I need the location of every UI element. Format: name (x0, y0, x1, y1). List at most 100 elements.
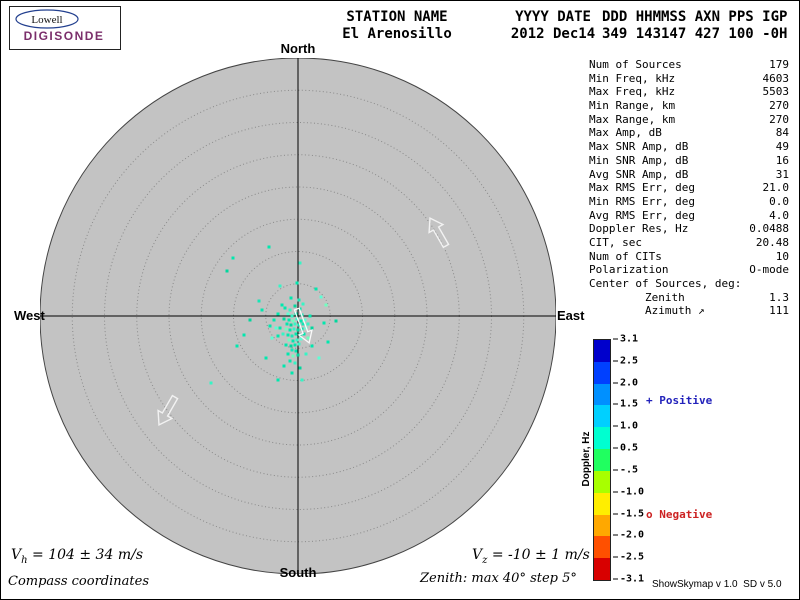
colorbar-segment (594, 383, 610, 406)
stat-label: Min SNR Amp, dB (589, 153, 689, 167)
tick-mark (613, 382, 618, 384)
colorbar-segment (594, 558, 610, 580)
source-point (296, 353, 300, 357)
source-point (286, 352, 290, 356)
stat-label: Polarization (589, 263, 669, 277)
stat-row: Num of Sources 179 (589, 58, 789, 72)
stat-row: CIT, sec 20.48 (589, 236, 789, 250)
stat-label: Max Amp, dB (589, 126, 662, 140)
stat-row: Max Freq, kHz 5503 (589, 85, 789, 99)
stat-label: Center of Sources, deg: (589, 277, 742, 290)
colorbar-segment (594, 361, 610, 384)
scatter-points (209, 245, 338, 385)
header-time-column: DDD HHMMSS AXN PPS IGP 349 143147 427 10… (602, 9, 796, 43)
stat-row: Polarization O-mode (589, 263, 789, 277)
source-point (310, 344, 314, 348)
source-point (301, 302, 305, 306)
colorbar-tick: -.5 (613, 464, 638, 475)
stat-value: 21.0 (762, 181, 790, 195)
stat-value: 0.0 (769, 194, 789, 208)
stat-label: Doppler Res, Hz (589, 222, 689, 236)
source-point (264, 356, 268, 360)
stat-row: Max SNR Amp, dB 49 (589, 140, 789, 154)
colorbar-tick: 1.0 (613, 421, 638, 432)
negative-label: Negative (659, 508, 713, 521)
stat-label: Num of CITs (589, 249, 662, 263)
logo-lowell-text: Lowell (31, 14, 62, 26)
source-point (294, 349, 298, 353)
header-station-value: El Arenosillo (342, 26, 452, 42)
tick-mark (613, 578, 618, 580)
doppler-colorbar: Doppler, Hz 3.1 2.5 2.0 1.5 1.0 0.5 -.5 -1.0 -1.… (577, 334, 649, 585)
colorbar-tick: -2.0 (613, 530, 644, 541)
stat-row: Avg SNR Amp, dB 31 (589, 168, 789, 182)
source-point (287, 318, 291, 322)
source-point (314, 287, 318, 291)
source-point (317, 356, 321, 360)
tick-label: -1.0 (620, 486, 645, 498)
logo-swoosh (15, 9, 79, 29)
stat-row: Num of CITs 10 (589, 250, 789, 264)
source-point (276, 334, 280, 338)
source-point (235, 344, 239, 348)
stat-row: Min Range, km 270 (589, 99, 789, 113)
tick-label: 0.5 (620, 442, 639, 454)
tick-label: 2.5 (620, 355, 639, 367)
tick-mark (613, 425, 618, 427)
stat-value: O-mode (749, 263, 789, 277)
colorbar-tick: -1.0 (613, 486, 644, 497)
tick-label: 3.1 (620, 333, 639, 345)
stat-value: 16 (775, 153, 789, 167)
stat-value: 111 (769, 304, 789, 318)
stat-row: Zenith 1.3 (589, 291, 789, 305)
logo-box: Lowell DIGISONDE (9, 6, 121, 50)
tick-mark (613, 513, 618, 515)
colorbar-tick: 3.1 (613, 334, 638, 345)
source-point (297, 342, 301, 346)
source-point (295, 338, 299, 342)
logo-digisonde-text: DIGISONDE (24, 29, 105, 43)
source-point (268, 324, 272, 328)
stat-label: Min Range, km (589, 99, 676, 113)
source-point (293, 304, 297, 308)
source-point (272, 318, 276, 322)
source-point (308, 314, 312, 318)
stat-label: Azimuth ↗ (645, 304, 705, 318)
source-point (286, 312, 290, 316)
colorbar-segment (594, 427, 610, 450)
west-label: West (14, 308, 45, 323)
source-point (296, 328, 300, 332)
source-point (278, 326, 282, 330)
source-point (257, 299, 261, 303)
south-label: South (279, 565, 317, 580)
stat-value: 4.0 (769, 208, 789, 222)
direction-arrow-ne (428, 217, 450, 249)
vh-letter: V (11, 547, 22, 563)
stat-label: Max Range, km (589, 112, 676, 126)
source-point (260, 308, 264, 312)
colorbar-segment (594, 536, 610, 559)
drift-arrow (293, 307, 313, 345)
circle-marker-icon: o (646, 508, 653, 521)
source-point (276, 378, 280, 382)
stat-row: Max Amp, dB 84 (589, 126, 789, 140)
source-point (280, 303, 284, 307)
source-point (289, 344, 293, 348)
positive-label: Positive (659, 394, 713, 407)
source-point (298, 366, 302, 370)
colorbar-tick: -3.1 (613, 574, 644, 585)
source-point (270, 336, 274, 340)
source-point (287, 338, 291, 342)
source-point (306, 336, 310, 340)
source-point (281, 332, 285, 336)
stat-label: Max SNR Amp, dB (589, 140, 689, 154)
colorbar-segment (594, 405, 610, 428)
source-point (278, 284, 282, 288)
source-point (286, 333, 290, 337)
stat-row: Min SNR Amp, dB 16 (589, 154, 789, 168)
source-point (322, 321, 326, 325)
vz-letter: V (472, 547, 483, 563)
tick-label: 1.5 (620, 398, 639, 410)
stat-value: 10 (775, 249, 789, 263)
source-point (284, 343, 288, 347)
